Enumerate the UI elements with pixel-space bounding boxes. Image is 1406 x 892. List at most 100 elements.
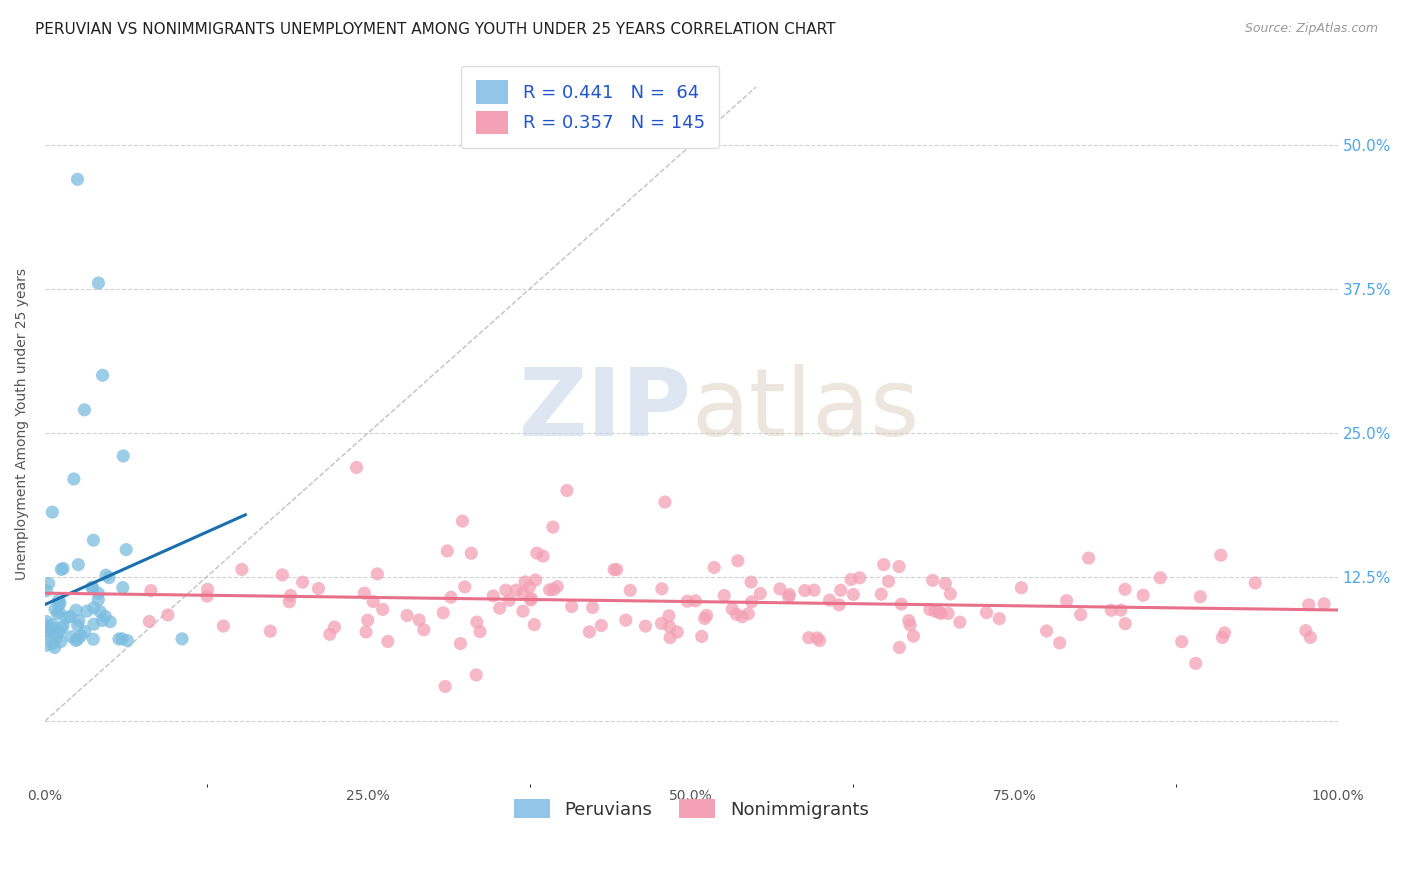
Point [48,625,70,640]
Point [578,624,600,639]
Point [1244,576,1267,591]
Point [513,574,536,589]
Point [56,610,79,624]
Point [1295,624,1317,638]
Point [685,594,707,608]
Point [1070,607,1092,622]
Point [939,587,962,601]
Point [591,618,613,632]
Point [793,583,815,598]
Point [934,576,956,591]
Point [449,636,471,650]
Point [170,632,193,646]
Point [495,583,517,598]
Point [581,600,603,615]
Point [658,620,681,634]
Point [115,542,138,557]
Point [1149,571,1171,585]
Point [76,604,98,618]
Point [614,613,637,627]
Point [482,589,505,603]
Point [889,640,911,655]
Point [1099,603,1122,617]
Point [898,618,921,632]
Point [1114,616,1136,631]
Point [451,514,474,528]
Point [44,602,66,616]
Point [512,604,534,618]
Point [98,615,121,629]
Point [693,611,716,625]
Point [512,586,534,600]
Point [731,609,754,624]
Point [658,608,681,623]
Point [35,583,58,598]
Point [42,622,65,636]
Point [66,172,89,186]
Point [65,603,87,617]
Point [67,558,90,572]
Point [197,582,219,597]
Point [1010,581,1032,595]
Point [659,631,682,645]
Point [366,566,388,581]
Point [806,631,828,645]
Point [98,571,121,585]
Point [70,629,93,643]
Point [377,634,399,648]
Point [541,520,564,534]
Point [48,598,70,612]
Point [903,629,925,643]
Point [108,632,131,646]
Point [41,505,63,519]
Point [517,580,540,594]
Point [73,402,96,417]
Point [412,623,434,637]
Point [873,558,896,572]
Point [346,460,368,475]
Point [936,607,959,621]
Point [520,591,543,606]
Point [1049,636,1071,650]
Point [280,589,302,603]
Point [80,581,103,595]
Point [924,604,946,618]
Point [465,668,488,682]
Point [737,607,759,621]
Point [63,472,86,486]
Point [634,619,657,633]
Point [37,619,59,633]
Point [808,633,831,648]
Point [52,561,75,575]
Point [195,589,218,603]
Point [138,615,160,629]
Point [271,567,294,582]
Point [231,562,253,576]
Point [1056,593,1078,607]
Point [436,544,458,558]
Point [46,607,69,621]
Point [111,581,134,595]
Point [803,583,825,598]
Point [73,624,96,639]
Point [156,607,179,622]
Point [82,533,104,548]
Point [91,368,114,383]
Point [83,600,105,615]
Point [929,607,952,621]
Point [87,276,110,290]
Point [361,594,384,608]
Point [842,587,865,601]
Point [60,630,83,644]
Point [35,615,58,629]
Point [66,632,89,647]
Point [538,582,561,597]
Point [212,619,235,633]
Point [1114,582,1136,597]
Point [319,627,342,641]
Point [828,598,851,612]
Point [41,618,63,632]
Point [603,563,626,577]
Point [353,586,375,600]
Point [48,605,70,619]
